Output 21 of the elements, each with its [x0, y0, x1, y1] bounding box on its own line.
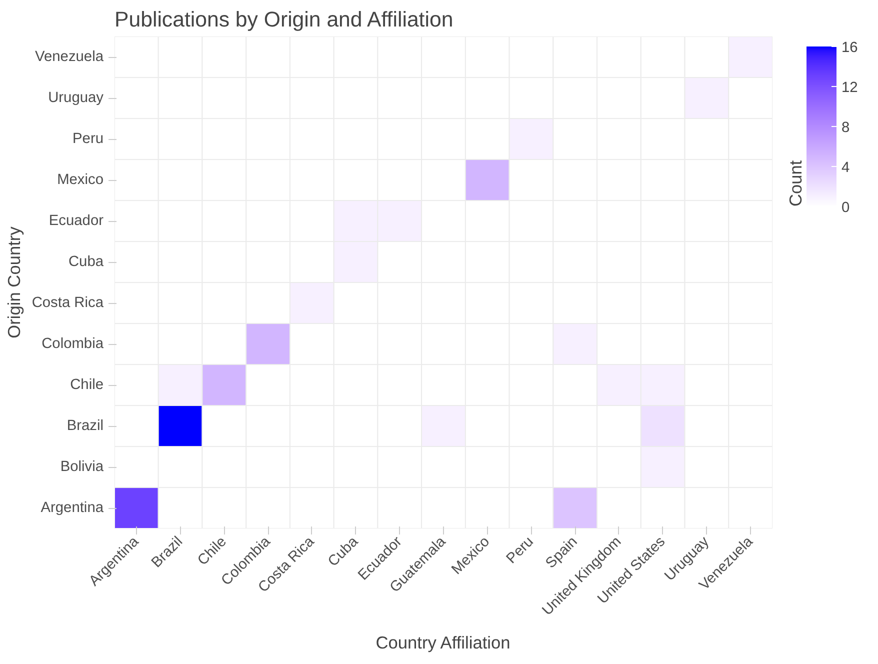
y-tick-label: Mexico [57, 172, 104, 188]
color-bar-label: 12 [842, 80, 858, 96]
color-bar-label: 0 [842, 200, 850, 216]
y-tick-label: Venezuela [35, 49, 104, 65]
y-tick-label: Bolivia [60, 459, 104, 475]
color-bar-title: Count [786, 160, 806, 206]
y-tick-label: Argentina [40, 500, 104, 516]
y-tick-label: Chile [70, 377, 104, 393]
y-tick-label: Colombia [42, 336, 104, 352]
chart-title: Publications by Origin and Affiliation [114, 8, 454, 32]
y-tick-label: Ecuador [48, 213, 104, 229]
y-tick-label: Peru [72, 131, 104, 147]
y-tick-label: Uruguay [48, 90, 104, 106]
x-axis-title: Country Affiliation [376, 632, 510, 653]
y-tick-label: Brazil [66, 418, 104, 434]
y-tick-label: Cuba [68, 254, 104, 270]
color-bar-label: 4 [842, 160, 850, 176]
color-bar-label: 16 [842, 40, 858, 56]
y-axis-title: Origin Country [4, 226, 24, 338]
y-tick-label: Costa Rica [32, 295, 104, 311]
color-bar-label: 8 [842, 120, 850, 136]
